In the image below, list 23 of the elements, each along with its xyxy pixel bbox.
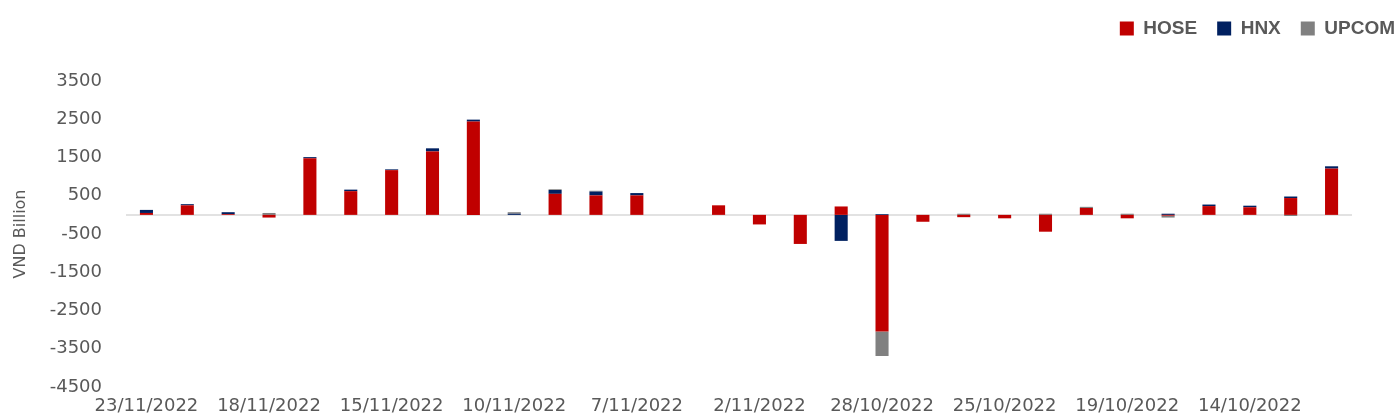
y-tick-label: -1500 [49, 259, 102, 281]
legend-label: HNX [1240, 16, 1282, 38]
y-tick-label: -500 [61, 221, 102, 243]
x-tick-label: 19/10/2022 [1075, 394, 1180, 416]
y-tick-label: 1500 [56, 145, 102, 167]
x-tick-label: 14/10/2022 [1197, 394, 1302, 416]
x-tick-label: 23/11/2022 [94, 394, 199, 416]
x-tick-label: 18/11/2022 [217, 394, 321, 416]
x-tick-label: 28/10/2022 [830, 394, 934, 416]
y-tick-label: 3500 [56, 68, 102, 90]
y-tick-label: -4500 [49, 374, 102, 396]
y-tick-label: -3500 [49, 336, 102, 358]
legend-label: HOSE [1143, 16, 1198, 38]
x-tick-label: 15/11/2022 [339, 394, 444, 416]
y-tick-label: 2500 [56, 106, 102, 128]
y-tick-label: -2500 [49, 298, 102, 320]
y-axis-title: VND Billion [9, 189, 29, 279]
y-tick-label: 500 [67, 183, 102, 205]
x-tick-label: 2/11/2022 [713, 394, 806, 416]
x-tick-label: 7/11/2022 [590, 394, 683, 416]
legend-label: UPCOM [1324, 16, 1396, 38]
x-tick-label: 25/10/2022 [952, 394, 1057, 416]
x-tick-label: 10/11/2022 [462, 394, 567, 416]
